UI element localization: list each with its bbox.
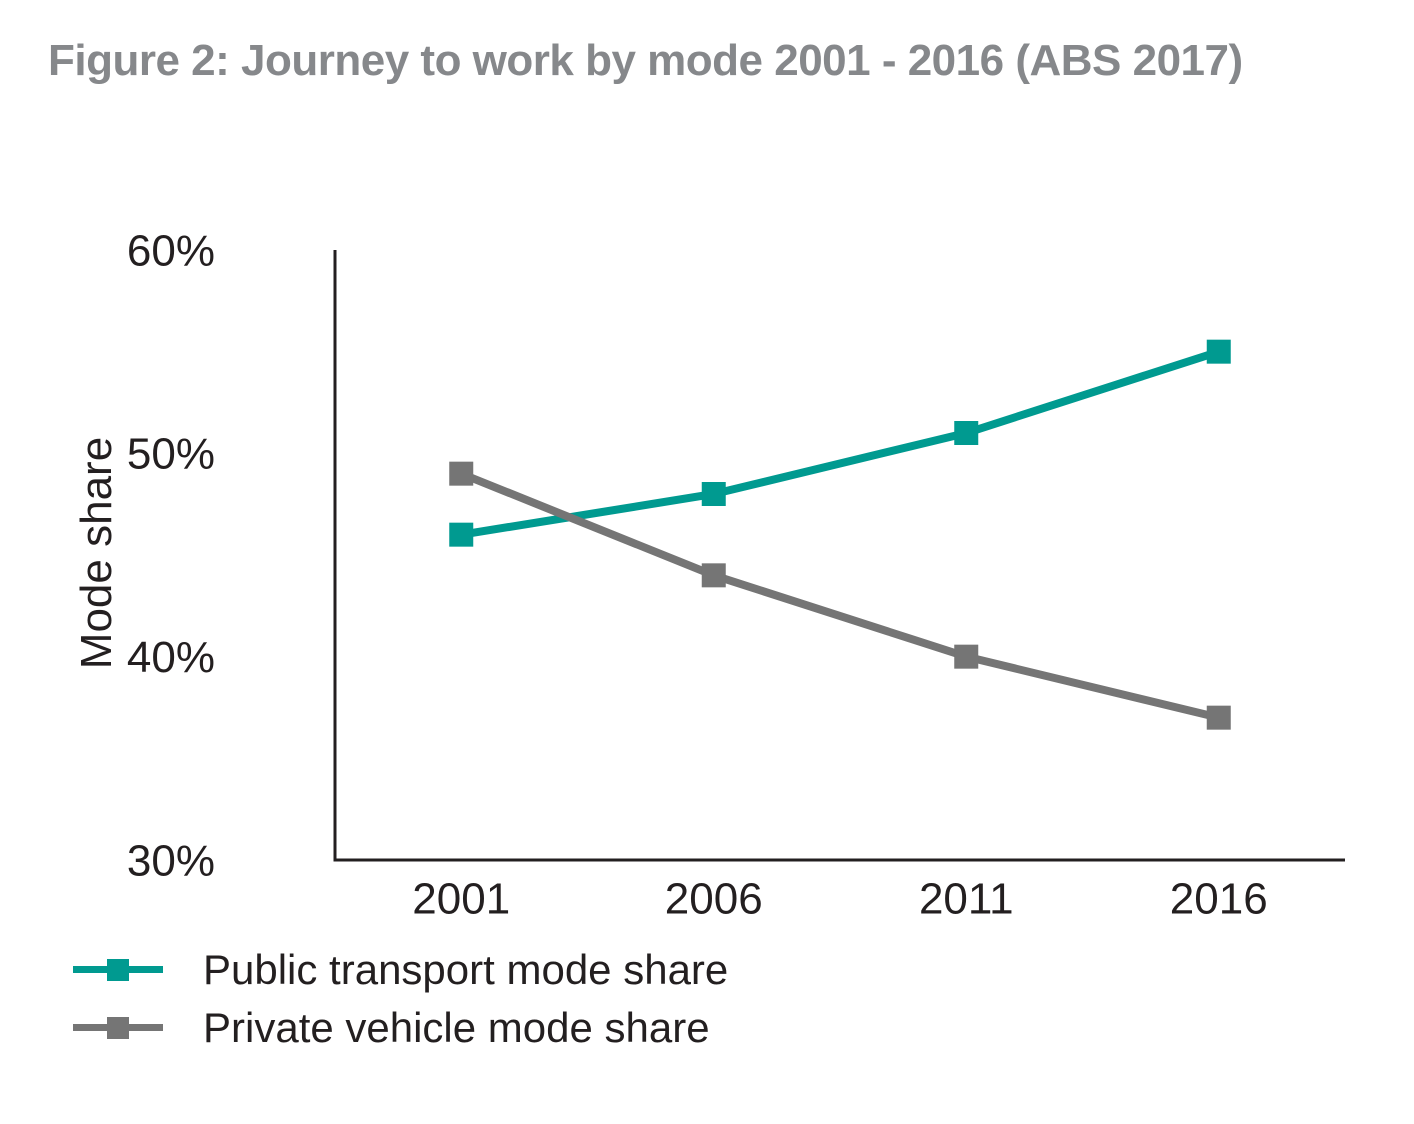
axis-lines [333,250,1345,862]
public-transport-mode-share-swatch-marker [107,959,129,981]
y-tick-label-50: 50% [127,430,215,479]
chart-legend: Public transport mode share Private vehic… [73,941,728,1057]
private-vehicle-mode-share-marker-2006 [701,563,726,588]
legend-item-public-transport-mode-share: Public transport mode share [73,941,728,999]
public-transport-mode-share-legend-swatch-icon [73,958,163,982]
figure-title: Figure 2: Journey to work by mode 2001 -… [48,36,1243,85]
public-transport-mode-share-marker-2001 [449,522,474,547]
public-transport-mode-share-marker-2016 [1206,339,1231,364]
public-transport-mode-share-legend-label: Public transport mode share [203,946,729,993]
private-vehicle-mode-share-legend-label: Private vehicle mode share [203,1004,710,1051]
private-vehicle-mode-share-line [459,469,1220,722]
public-transport-mode-share-line [460,347,1220,539]
y-tick-label-60: 60% [127,226,215,275]
private-vehicle-mode-share-swatch-marker [107,1017,129,1039]
private-vehicle-mode-share-legend-swatch-icon [73,1016,163,1040]
legend-item-private-vehicle-mode-share: Private vehicle mode share [73,999,728,1057]
x-tick-label-2016: 2016 [1170,874,1268,923]
x-tick-label-2006: 2006 [665,874,763,923]
x-tick-label-2001: 2001 [412,874,510,923]
private-vehicle-mode-share-marker-2011 [954,644,979,669]
public-transport-mode-share-marker-2006 [701,482,726,506]
public-transport-mode-share-marker-2011 [954,421,979,445]
x-tick-label-2011: 2011 [919,874,1014,923]
y-tick-label-40: 40% [127,633,215,682]
y-tick-label-30: 30% [127,836,215,885]
private-vehicle-mode-share-marker-2001 [449,461,474,486]
private-vehicle-mode-share-marker-2016 [1206,705,1231,730]
